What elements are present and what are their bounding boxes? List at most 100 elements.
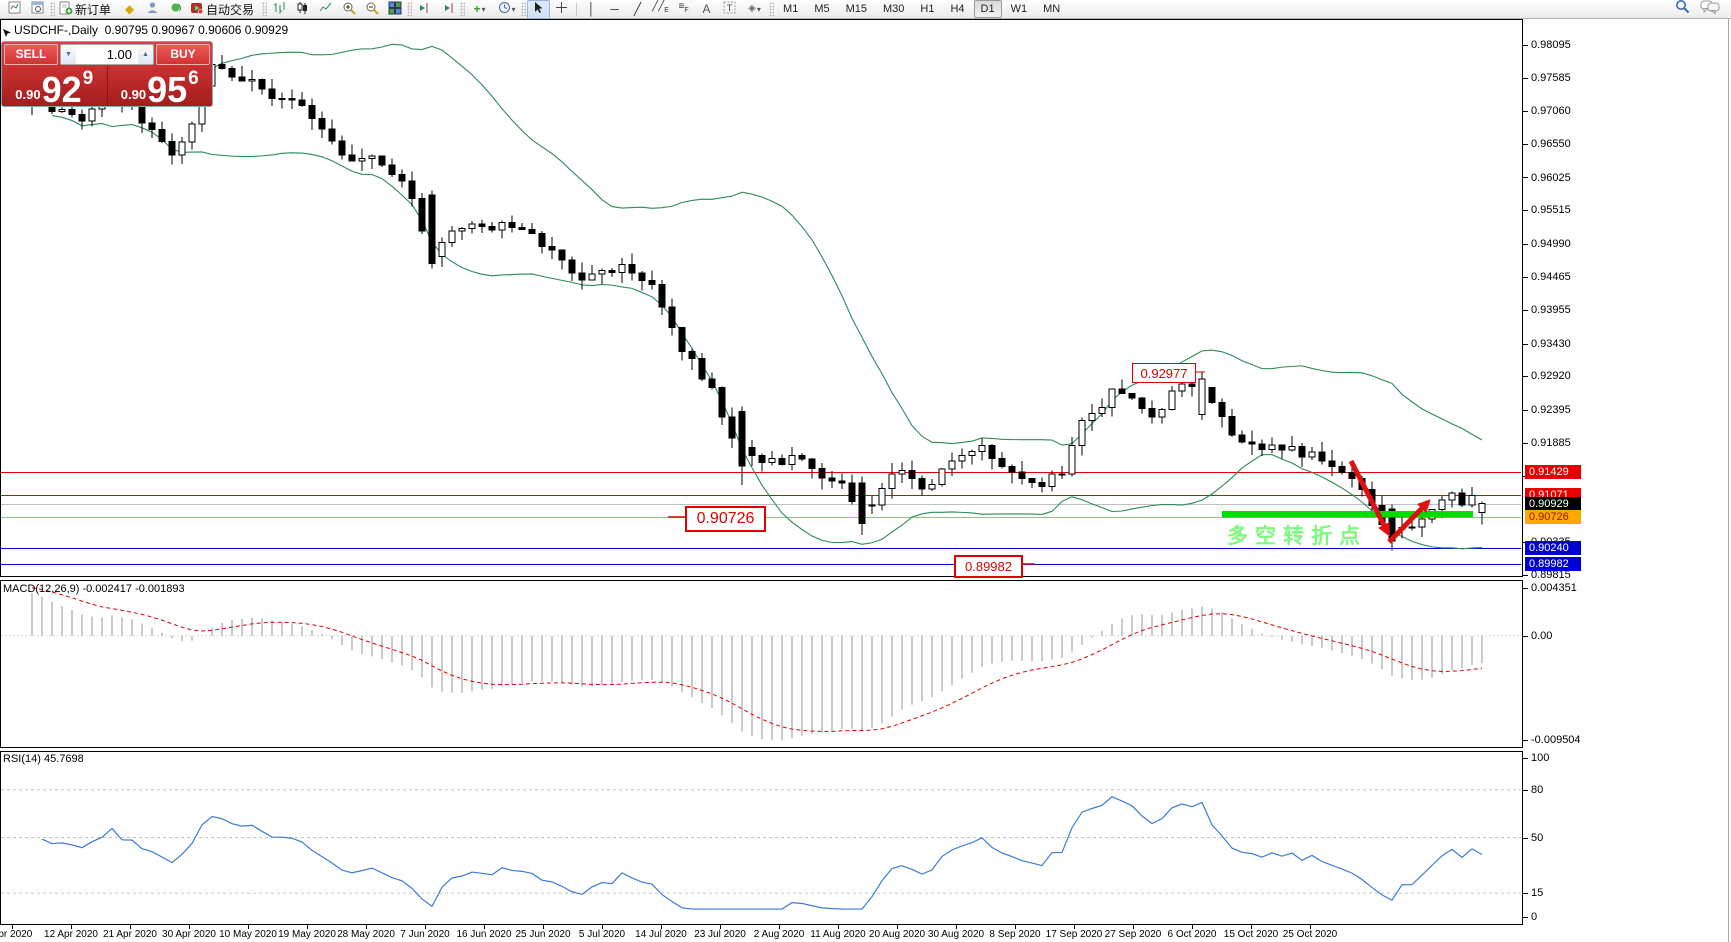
vertical-line-icon: │ (587, 2, 596, 16)
crosshair-tool-button[interactable] (550, 0, 573, 19)
price-tick: 0.97060 (1531, 105, 1571, 118)
timeframe-M15[interactable]: M15 (845, 3, 867, 15)
zoom-out-icon (365, 1, 379, 18)
date-label: 20 Aug 2020 (868, 929, 926, 940)
arrows-tool-button[interactable]: ◈ ▾ (741, 0, 768, 19)
cursor-icon (533, 1, 544, 17)
sell-price-sup: 9 (82, 68, 94, 89)
navigator-button[interactable] (141, 0, 164, 19)
volume-input[interactable] (76, 45, 138, 63)
data-window-button[interactable] (26, 0, 49, 19)
signals-icon (169, 1, 182, 17)
timeframe-M1[interactable]: M1 (783, 3, 799, 15)
periods-button[interactable]: ▾ (493, 0, 520, 19)
horizontal-line-tool-button[interactable]: ─ (603, 0, 626, 19)
tile-windows-icon (388, 1, 402, 18)
vertical-line-tool-button[interactable]: │ (580, 0, 603, 19)
timeframe-H4[interactable]: H4 (950, 3, 965, 15)
equidistant-channel-icon: ╱╱E (652, 1, 669, 14)
timeframe-D1[interactable]: D1 (973, 0, 1002, 18)
signals-button[interactable] (164, 0, 187, 19)
pivot-price-label[interactable]: 0.90726 (685, 506, 766, 532)
sell-button[interactable]: SELL (4, 43, 58, 65)
equidistant-channel-tool-button[interactable]: ╱╱E (649, 0, 672, 19)
price-tick: 0.93430 (1531, 337, 1571, 350)
rsi-tick: 15 (1531, 887, 1544, 900)
indicators-button[interactable]: + ▾ (466, 0, 493, 19)
timeframe-MN[interactable]: MN (1043, 3, 1061, 15)
chat-icon[interactable] (1700, 0, 1720, 19)
volume-decrease-button[interactable]: ▼ (61, 44, 76, 64)
timeframe-H1[interactable]: H1 (920, 3, 935, 15)
timeframe-M5[interactable]: M5 (814, 3, 830, 15)
navigator-icon (146, 1, 159, 17)
chart-ohlc-values: 0.90795 0.90967 0.90606 0.90929 (104, 23, 289, 37)
new-chart-button[interactable] (3, 0, 26, 19)
rsi-tick: 80 (1531, 783, 1544, 796)
new-chart-icon (8, 1, 21, 17)
autotrading-icon (190, 1, 204, 18)
price-tick: 0.92920 (1531, 370, 1571, 383)
price-tick: 0.93955 (1531, 304, 1571, 316)
text-tool-button[interactable]: A (695, 0, 718, 19)
timeframe-W1[interactable]: W1 (1010, 3, 1028, 15)
bar-chart-button[interactable] (268, 0, 291, 19)
zoom-out-button[interactable] (360, 0, 383, 19)
date-label: 25 Oct 2020 (1282, 929, 1338, 940)
new-order-label: 新订单 (75, 2, 112, 17)
line-chart-icon (319, 1, 332, 17)
date-label: 2 Aug 2020 (753, 929, 805, 940)
price-tick: 0.89815 (1531, 569, 1571, 581)
indicators-icon: + (473, 2, 481, 16)
window-right-edge (1728, 19, 1729, 942)
peak-price-label[interactable]: 0.92977 (1132, 363, 1196, 383)
zone-text-label[interactable]: 多空转折点 (1227, 525, 1367, 548)
timeframe-M30[interactable]: M30 (883, 3, 905, 15)
crosshair-icon (555, 1, 568, 17)
low-price-label[interactable]: 0.89982 (954, 555, 1023, 578)
macd-tick: 0.004351 (1531, 582, 1577, 594)
arrow-objects-icon: ◈ (748, 3, 756, 14)
bar-chart-icon (273, 1, 286, 17)
clock-icon (498, 1, 511, 17)
buy-button[interactable]: BUY (156, 43, 210, 65)
zoom-in-button[interactable] (337, 0, 360, 19)
price-tick: 0.91885 (1531, 436, 1571, 449)
candlestick-chart-button[interactable] (291, 0, 314, 19)
date-label: 12 Apr 2020 (44, 929, 98, 940)
data-window-icon (31, 1, 44, 17)
cursor-tool-button[interactable] (527, 0, 551, 19)
new-order-button[interactable]: 新订单 (56, 0, 118, 19)
price-tag-0.90726: 0.90726 (1525, 509, 1581, 524)
metaeditor-button[interactable]: ◆ (118, 0, 141, 19)
price-tag-0.90929: 0.90929 (1525, 496, 1581, 511)
chart-shift-icon (418, 1, 431, 17)
date-label: 28 May 2020 (337, 929, 395, 940)
date-label: 23 Jul 2020 (694, 929, 746, 940)
trendline-tool-button[interactable]: ╱ (626, 0, 649, 19)
price-tick: 0.95515 (1531, 204, 1571, 217)
one-click-trading-panel: SELL ▼ ▲ BUY 0.90 92 9 0.90 95 6 (1, 41, 213, 107)
tile-windows-button[interactable] (383, 0, 406, 19)
date-label: 25 Jun 2020 (515, 929, 571, 940)
date-label: 8 Sep 2020 (989, 929, 1041, 940)
macd-label: MACD(12,26,9) -0.002417 -0.001893 (3, 583, 185, 595)
fibonacci-tool-button[interactable]: ≡F (672, 0, 695, 19)
text-icon: A (702, 2, 711, 16)
volume-increase-button[interactable]: ▲ (138, 44, 153, 64)
sell-price-small: 0.90 (15, 87, 41, 102)
auto-scroll-button[interactable] (436, 0, 459, 19)
text-label-tool-button[interactable]: T (718, 0, 741, 19)
price-tag-0.89982: 0.89982 (1525, 557, 1581, 572)
line-chart-button[interactable] (314, 0, 337, 19)
rsi-tick: 100 (1531, 752, 1550, 764)
trendline-icon: ╱ (633, 2, 642, 16)
price-tick: 0.97585 (1531, 71, 1571, 84)
chart-shift-button[interactable] (413, 0, 436, 19)
autotrading-button[interactable]: 自动交易 (187, 0, 261, 19)
date-label: 15 Oct 2020 (1223, 929, 1279, 940)
search-icon[interactable] (1675, 0, 1690, 19)
date-label: 19 May 2020 (278, 929, 336, 940)
price-tick: 0.94990 (1531, 237, 1571, 250)
